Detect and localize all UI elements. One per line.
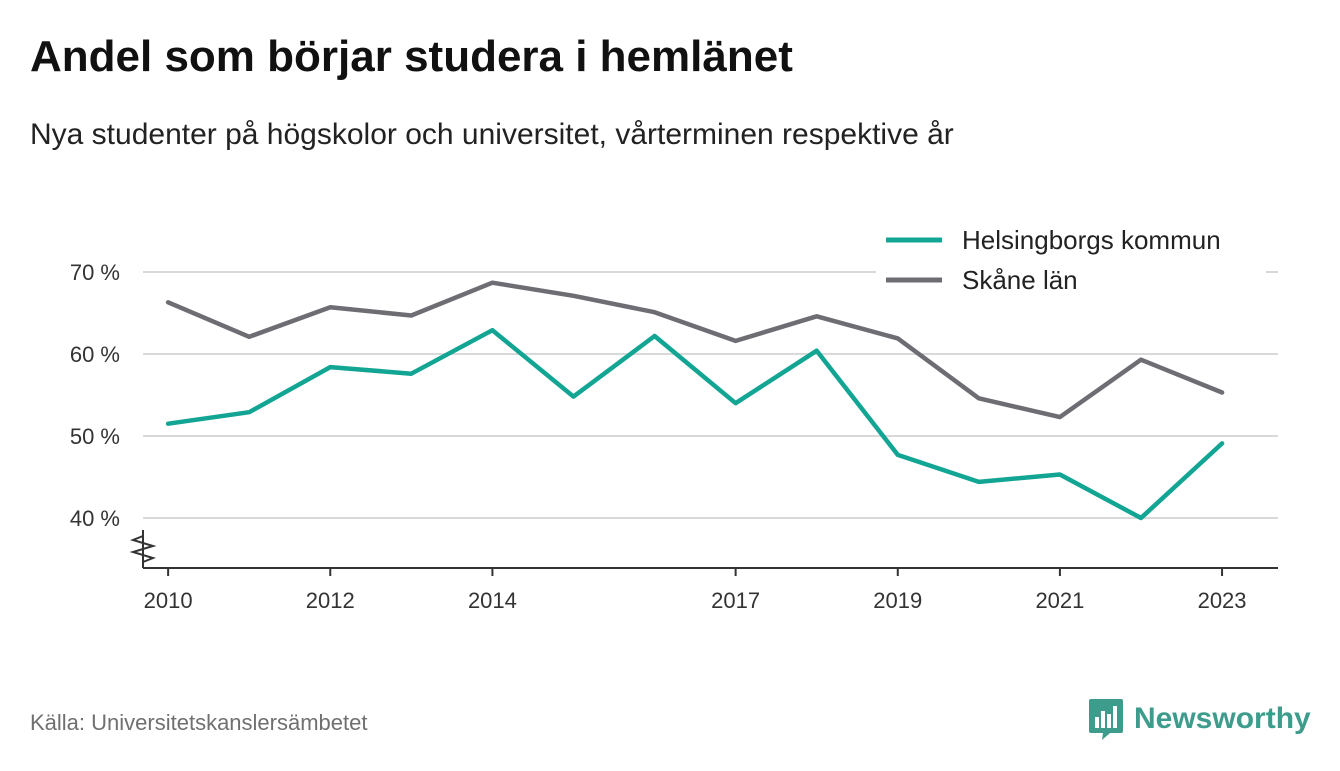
x-tick-label: 2012 xyxy=(306,588,355,613)
series-line-skane-lan xyxy=(165,280,1225,420)
chart-title: Andel som börjar studera i hemlänet xyxy=(30,32,793,81)
chart-subtitle: Nya studenter på högskolor och universit… xyxy=(30,118,954,151)
y-tick-label: 70 % xyxy=(70,260,120,285)
x-tick-label: 2023 xyxy=(1198,588,1247,613)
axis-break-icon xyxy=(129,535,157,563)
bar-chart-logo-icon xyxy=(1089,699,1123,740)
legend-label: Helsingborgs kommun xyxy=(962,225,1221,255)
x-tick-label: 2010 xyxy=(144,588,193,613)
x-tick-label: 2021 xyxy=(1035,588,1084,613)
y-tick-label: 50 % xyxy=(70,424,120,449)
x-tick-label: 2019 xyxy=(873,588,922,613)
series-line-helsingborgs-kommun xyxy=(165,327,1225,521)
y-tick-label: 40 % xyxy=(70,506,120,531)
brand-logo: Newsworthy xyxy=(1088,697,1311,741)
x-tick-label: 2014 xyxy=(468,588,517,613)
legend-label: Skåne län xyxy=(962,265,1078,295)
x-tick-label: 2017 xyxy=(711,588,760,613)
brand-name: Newsworthy xyxy=(1134,702,1311,735)
source-note: Källa: Universitetskanslersämbetet xyxy=(30,710,368,735)
y-tick-label: 60 % xyxy=(70,342,120,367)
legend-background xyxy=(876,222,1266,302)
